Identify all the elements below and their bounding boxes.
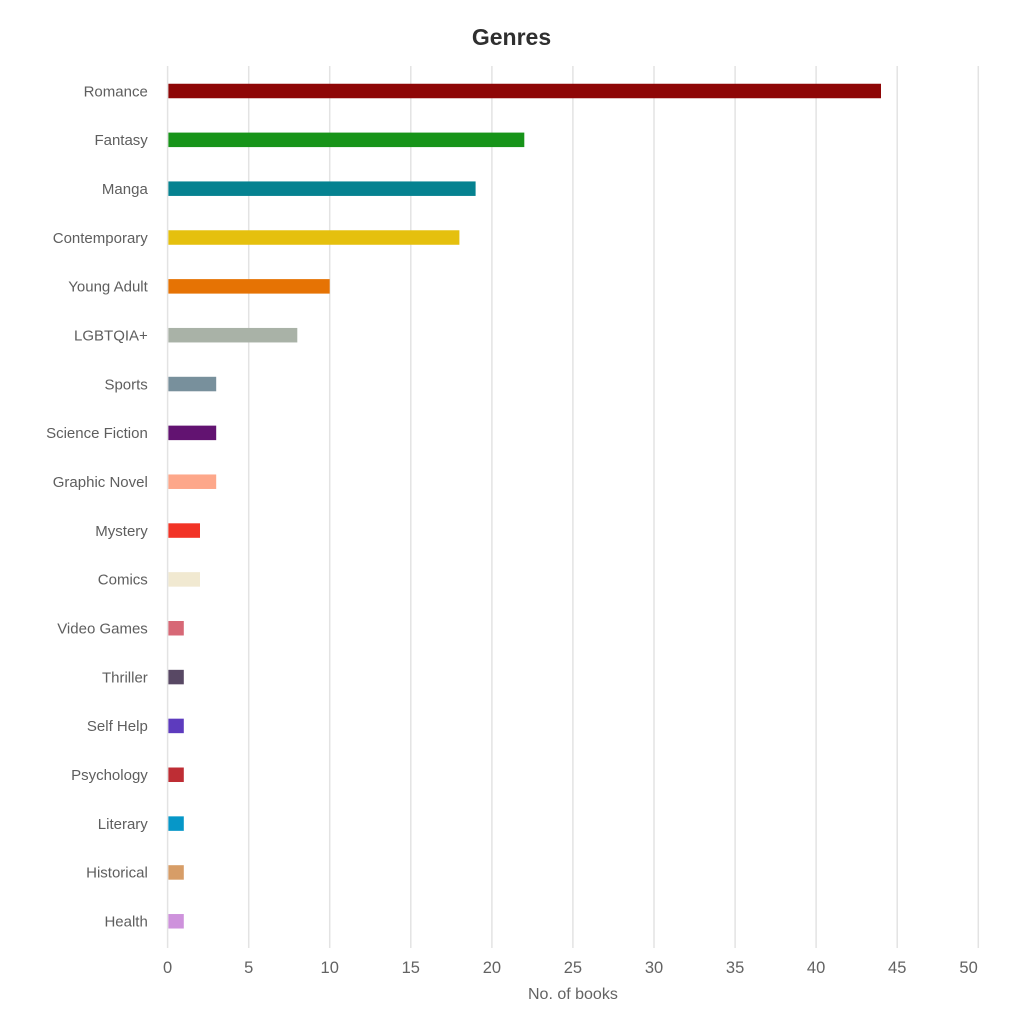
svg-text:Manga: Manga — [102, 181, 149, 198]
svg-text:50: 50 — [959, 959, 977, 977]
svg-text:Self Help: Self Help — [87, 718, 148, 735]
svg-text:0: 0 — [163, 959, 172, 977]
svg-text:Romance: Romance — [84, 83, 148, 100]
svg-text:5: 5 — [244, 959, 253, 977]
svg-text:Health: Health — [104, 914, 147, 931]
svg-text:Sports: Sports — [104, 376, 147, 393]
svg-text:30: 30 — [645, 959, 663, 977]
svg-text:Mystery: Mystery — [95, 523, 148, 540]
svg-text:35: 35 — [726, 959, 744, 977]
svg-text:Science Fiction: Science Fiction — [46, 425, 148, 442]
svg-text:Psychology: Psychology — [71, 767, 148, 784]
svg-text:No. of books: No. of books — [528, 986, 618, 1003]
svg-text:Genres: Genres — [472, 24, 551, 50]
svg-text:Fantasy: Fantasy — [94, 132, 148, 149]
svg-text:Graphic Novel: Graphic Novel — [53, 474, 148, 491]
svg-text:LGBTQIA+: LGBTQIA+ — [74, 328, 148, 345]
svg-text:40: 40 — [807, 959, 825, 977]
svg-text:Literary: Literary — [98, 816, 149, 833]
svg-text:Comics: Comics — [98, 572, 148, 589]
svg-text:Contemporary: Contemporary — [53, 230, 149, 247]
svg-text:Young Adult: Young Adult — [68, 279, 148, 296]
svg-text:15: 15 — [402, 959, 420, 977]
svg-text:Historical: Historical — [86, 865, 148, 882]
svg-text:Thriller: Thriller — [102, 669, 148, 686]
svg-text:20: 20 — [483, 959, 501, 977]
svg-text:Video Games: Video Games — [57, 621, 148, 638]
svg-text:45: 45 — [888, 959, 906, 977]
svg-text:25: 25 — [564, 959, 582, 977]
svg-text:10: 10 — [321, 959, 339, 977]
